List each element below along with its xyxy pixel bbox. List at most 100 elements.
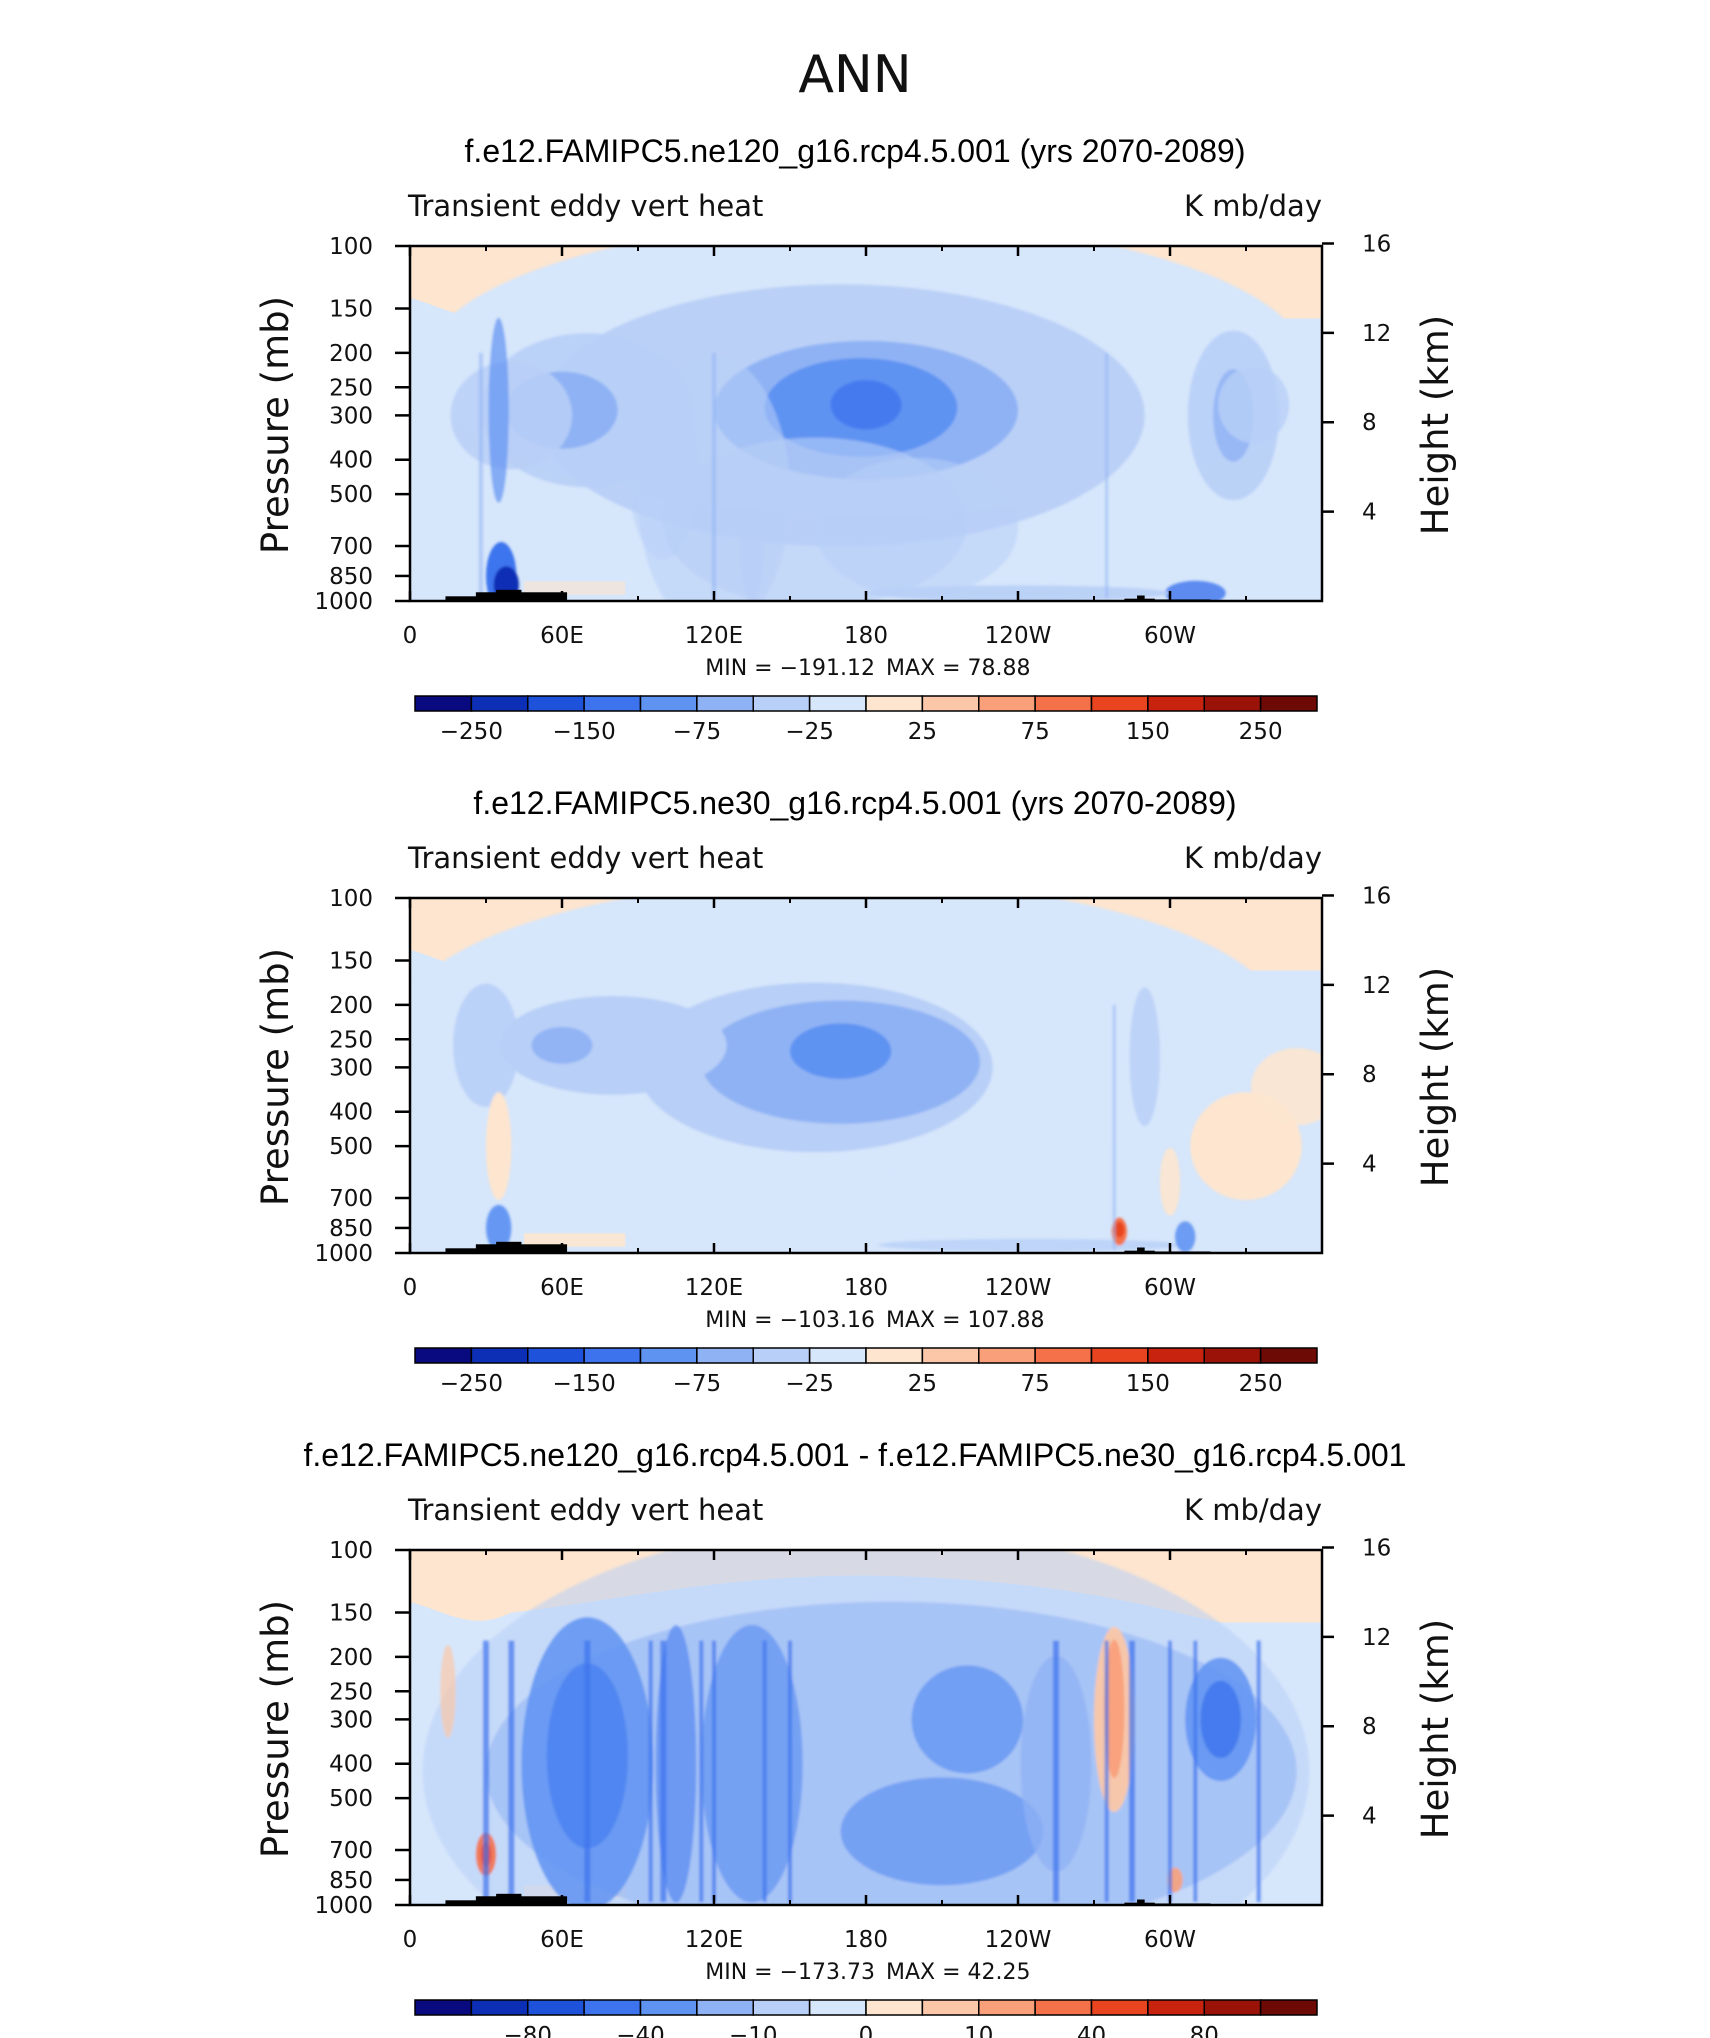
y-tick-label: 200 [329, 993, 373, 1019]
panel-3-title: f.e12.FAMIPC5.ne120_g16.rcp4.5.001 - f.e… [304, 1437, 1407, 1473]
panel-3-units-label: K mb/day [1184, 1493, 1322, 1527]
colorbar-swatch [639, 695, 698, 712]
colorbar-swatch [414, 1347, 473, 1364]
colorbar-label: 25 [908, 719, 937, 745]
panel-2-contour-region [1175, 1221, 1196, 1253]
panel-2-max-label: MAX = 107.88 [886, 1308, 1045, 1333]
panel-2-contour-region [1114, 1222, 1125, 1238]
y-tick-label: 500 [329, 482, 373, 508]
x-tick-label: 0 [403, 1275, 418, 1301]
y2-tick-label: 16 [1362, 231, 1391, 257]
panel-3-y2-axis-title: Height (km) [1414, 1619, 1457, 1839]
x-tick-label: 120W [985, 1927, 1052, 1953]
panel-3-contour-region [840, 1777, 1044, 1886]
panel-1-contour-field [410, 246, 1322, 601]
x-tick-label: 180 [844, 1927, 888, 1953]
y-tick-label: 150 [329, 949, 373, 975]
y-tick-label: 300 [329, 1055, 373, 1081]
panel-1-streak [1105, 352, 1109, 598]
y-tick-label: 700 [329, 534, 373, 560]
colorbar-swatch [1147, 1999, 1205, 2016]
y-tick-label: 500 [329, 1786, 373, 1812]
panel-3-y-axis-title: Pressure (mb) [254, 1600, 297, 1858]
panel-3-max-label: MAX = 42.25 [886, 1960, 1031, 1985]
colorbar-label: −40 [616, 2023, 665, 2038]
x-tick-label: 60E [540, 1927, 584, 1953]
y-tick-label: 100 [329, 1538, 373, 1564]
colorbar-label: −75 [673, 719, 722, 745]
colorbar-label: −150 [553, 1371, 616, 1397]
panel-3: f.e12.FAMIPC5.ne120_g16.rcp4.5.001 - f.e… [254, 1437, 1457, 2038]
x-tick-label: 60E [540, 1275, 584, 1301]
colorbar-label: −25 [785, 719, 834, 745]
colorbar-label: −25 [785, 1371, 834, 1397]
colorbar-swatch [1147, 1347, 1205, 1364]
colorbar-swatch [696, 695, 754, 712]
colorbar-label: 150 [1126, 719, 1170, 745]
y-tick-label: 100 [329, 886, 373, 912]
colorbar-swatch [865, 695, 924, 712]
colorbar-swatch [808, 1999, 867, 2016]
colorbar-swatch [752, 695, 811, 712]
colorbar-swatch [639, 1999, 698, 2016]
colorbar-swatch [1090, 695, 1149, 712]
panel-3-streak [483, 1640, 489, 1902]
colorbar-swatch [696, 1347, 754, 1364]
x-tick-label: 120W [985, 623, 1052, 649]
panel-2-contour-region [878, 1238, 1183, 1252]
y2-tick-label: 4 [1362, 1804, 1377, 1830]
panel-3-streak [1129, 1640, 1135, 1902]
colorbar-swatch [978, 695, 1036, 712]
x-tick-label: 120E [685, 1275, 743, 1301]
colorbar-swatch [1203, 1999, 1262, 2016]
panel-1-topography [496, 589, 522, 601]
colorbar-label: −10 [729, 2023, 778, 2038]
panel-1-title: f.e12.FAMIPC5.ne120_g16.rcp4.5.001 (yrs … [465, 133, 1246, 169]
x-tick-label: 120E [685, 1927, 743, 1953]
colorbar-swatch [583, 695, 642, 712]
x-tick-label: 60W [1144, 1927, 1196, 1953]
panel-1-y2-axis-title: Height (km) [1414, 315, 1457, 535]
x-tick-label: 60W [1144, 1275, 1196, 1301]
colorbar-swatch [808, 1347, 867, 1364]
panel-2-contour-region [1129, 987, 1160, 1127]
panel-2-contour-region [486, 1092, 512, 1201]
x-tick-label: 120W [985, 1275, 1052, 1301]
panel-3-contour-region [1104, 1639, 1125, 1779]
colorbar-swatch [414, 1999, 473, 2016]
y2-tick-label: 8 [1362, 1714, 1377, 1740]
colorbar-label: 250 [1239, 719, 1283, 745]
panel-2-units-label: K mb/day [1184, 841, 1322, 875]
panel-2-topography [496, 1241, 522, 1253]
colorbar-swatch [470, 695, 529, 712]
y2-tick-label: 12 [1362, 973, 1391, 999]
colorbar-swatch [921, 1347, 980, 1364]
panel-3-contour-field [410, 1550, 1322, 1905]
y-tick-label: 250 [329, 1679, 373, 1705]
colorbar-label: 40 [1077, 2023, 1106, 2038]
y-tick-label: 150 [329, 1601, 373, 1627]
y-tick-label: 250 [329, 1027, 373, 1053]
panel-1-contour-region [830, 380, 902, 430]
colorbar-label: 150 [1126, 1371, 1170, 1397]
panel-3-streak [1053, 1640, 1059, 1902]
panel-2-contour-region [790, 1023, 892, 1079]
panel-3-streak [762, 1640, 767, 1902]
y-tick-label: 1000 [314, 1241, 373, 1267]
y-tick-label: 250 [329, 375, 373, 401]
x-tick-label: 120E [685, 623, 743, 649]
colorbar-label: 25 [908, 1371, 937, 1397]
colorbar-label: −75 [673, 1371, 722, 1397]
colorbar-label: 0 [859, 2023, 874, 2038]
panel-3-streak [1168, 1640, 1172, 1902]
colorbar-label: 75 [1020, 1371, 1049, 1397]
colorbar-swatch [921, 695, 980, 712]
colorbar-swatch [1090, 1999, 1149, 2016]
colorbar-label: 10 [964, 2023, 993, 2038]
panel-2: f.e12.FAMIPC5.ne30_g16.rcp4.5.001 (yrs 2… [254, 785, 1457, 1397]
y2-tick-label: 12 [1362, 1625, 1391, 1651]
panel-1-contour-region [1164, 580, 1226, 601]
panel-1-surface-band [524, 581, 626, 595]
colorbar-swatch [1259, 1999, 1318, 2016]
panel-2-variable-label: Transient eddy vert heat [407, 841, 763, 875]
